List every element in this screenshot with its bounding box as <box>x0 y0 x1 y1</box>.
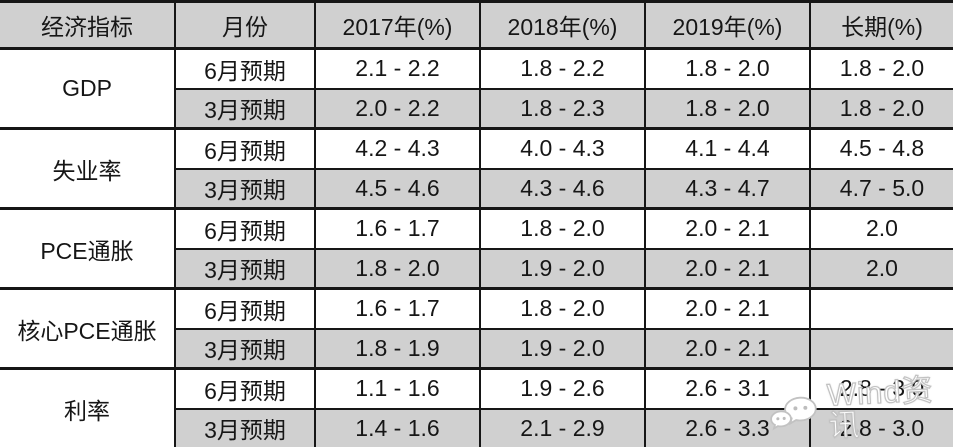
col-header-2017: 2017年(%) <box>314 0 481 50</box>
value-cell: 2.0 - 2.1 <box>644 327 811 370</box>
table-row: 3月预期 2.0 - 2.2 1.8 - 2.3 1.8 - 2.0 1.8 -… <box>0 87 953 130</box>
table-row: 3月预期 1.4 - 1.6 2.1 - 2.9 2.6 - 3.3 2.8 -… <box>0 407 953 447</box>
month-cell: 6月预期 <box>174 287 316 330</box>
month-cell: 6月预期 <box>174 127 316 170</box>
header-row: 经济指标 月份 2017年(%) 2018年(%) 2019年(%) 长期(%) <box>0 0 953 50</box>
value-cell: 4.3 - 4.7 <box>644 167 811 210</box>
value-cell: 1.4 - 1.6 <box>314 407 481 447</box>
value-cell: 4.7 - 5.0 <box>809 167 953 210</box>
value-cell: 2.0 - 2.1 <box>644 207 811 250</box>
value-cell: 4.0 - 4.3 <box>479 127 646 170</box>
value-cell: 1.6 - 1.7 <box>314 207 481 250</box>
table-row: 3月预期 4.5 - 4.6 4.3 - 4.6 4.3 - 4.7 4.7 -… <box>0 167 953 210</box>
value-cell: 4.3 - 4.6 <box>479 167 646 210</box>
value-cell: 1.8 - 2.3 <box>479 87 646 130</box>
value-cell: 2.8 - 3.0 <box>809 407 953 447</box>
value-cell: 1.8 - 2.2 <box>479 47 646 90</box>
indicator-cell: 利率 <box>0 367 176 447</box>
indicator-cell: PCE通胀 <box>0 207 176 290</box>
value-cell: 1.8 - 2.0 <box>809 47 953 90</box>
month-cell: 6月预期 <box>174 367 316 410</box>
indicator-cell: 核心PCE通胀 <box>0 287 176 370</box>
value-cell: 2.6 - 3.3 <box>644 407 811 447</box>
month-cell: 3月预期 <box>174 247 316 290</box>
value-cell: 2.0 - 2.1 <box>644 287 811 330</box>
value-cell: 4.5 - 4.6 <box>314 167 481 210</box>
table-row: 3月预期 1.8 - 2.0 1.9 - 2.0 2.0 - 2.1 2.0 <box>0 247 953 290</box>
col-header-2019: 2019年(%) <box>644 0 811 50</box>
value-cell: 4.2 - 4.3 <box>314 127 481 170</box>
value-cell <box>809 287 953 330</box>
col-header-month: 月份 <box>174 0 316 50</box>
value-cell: 1.8 - 2.0 <box>644 87 811 130</box>
value-cell: 1.8 - 2.0 <box>644 47 811 90</box>
value-cell: 2.0 <box>809 207 953 250</box>
col-header-indicator: 经济指标 <box>0 0 176 50</box>
value-cell: 2.0 - 2.2 <box>314 87 481 130</box>
value-cell: 1.1 - 1.6 <box>314 367 481 410</box>
value-cell: 1.8 - 2.0 <box>479 207 646 250</box>
month-cell: 3月预期 <box>174 167 316 210</box>
value-cell: 2.1 - 2.9 <box>479 407 646 447</box>
value-cell: 4.1 - 4.4 <box>644 127 811 170</box>
month-cell: 3月预期 <box>174 87 316 130</box>
value-cell: 1.9 - 2.0 <box>479 247 646 290</box>
value-cell: 2.0 <box>809 247 953 290</box>
value-cell: 2.8 - 3.0 <box>809 367 953 410</box>
month-cell: 6月预期 <box>174 207 316 250</box>
value-cell: 1.8 - 1.9 <box>314 327 481 370</box>
month-cell: 3月预期 <box>174 327 316 370</box>
month-cell: 6月预期 <box>174 47 316 90</box>
value-cell: 1.8 - 2.0 <box>809 87 953 130</box>
table-row: GDP 6月预期 2.1 - 2.2 1.8 - 2.2 1.8 - 2.0 1… <box>0 47 953 130</box>
value-cell: 4.5 - 4.8 <box>809 127 953 170</box>
indicator-cell: GDP <box>0 47 176 130</box>
table-row: 利率 6月预期 1.1 - 1.6 1.9 - 2.6 2.6 - 3.1 2.… <box>0 367 953 447</box>
value-cell: 2.6 - 3.1 <box>644 367 811 410</box>
value-cell: 1.9 - 2.6 <box>479 367 646 410</box>
col-header-longrun: 长期(%) <box>809 0 953 50</box>
value-cell <box>809 327 953 370</box>
value-cell: 2.1 - 2.2 <box>314 47 481 90</box>
table-row: 核心PCE通胀 6月预期 1.6 - 1.7 1.8 - 2.0 2.0 - 2… <box>0 287 953 370</box>
value-cell: 1.8 - 2.0 <box>479 287 646 330</box>
value-cell: 1.9 - 2.0 <box>479 327 646 370</box>
table-row: 失业率 6月预期 4.2 - 4.3 4.0 - 4.3 4.1 - 4.4 4… <box>0 127 953 210</box>
table-row: PCE通胀 6月预期 1.6 - 1.7 1.8 - 2.0 2.0 - 2.1… <box>0 207 953 290</box>
indicator-cell: 失业率 <box>0 127 176 210</box>
table-row: 3月预期 1.8 - 1.9 1.9 - 2.0 2.0 - 2.1 <box>0 327 953 370</box>
col-header-2018: 2018年(%) <box>479 0 646 50</box>
value-cell: 2.0 - 2.1 <box>644 247 811 290</box>
value-cell: 1.8 - 2.0 <box>314 247 481 290</box>
value-cell: 1.6 - 1.7 <box>314 287 481 330</box>
month-cell: 3月预期 <box>174 407 316 447</box>
